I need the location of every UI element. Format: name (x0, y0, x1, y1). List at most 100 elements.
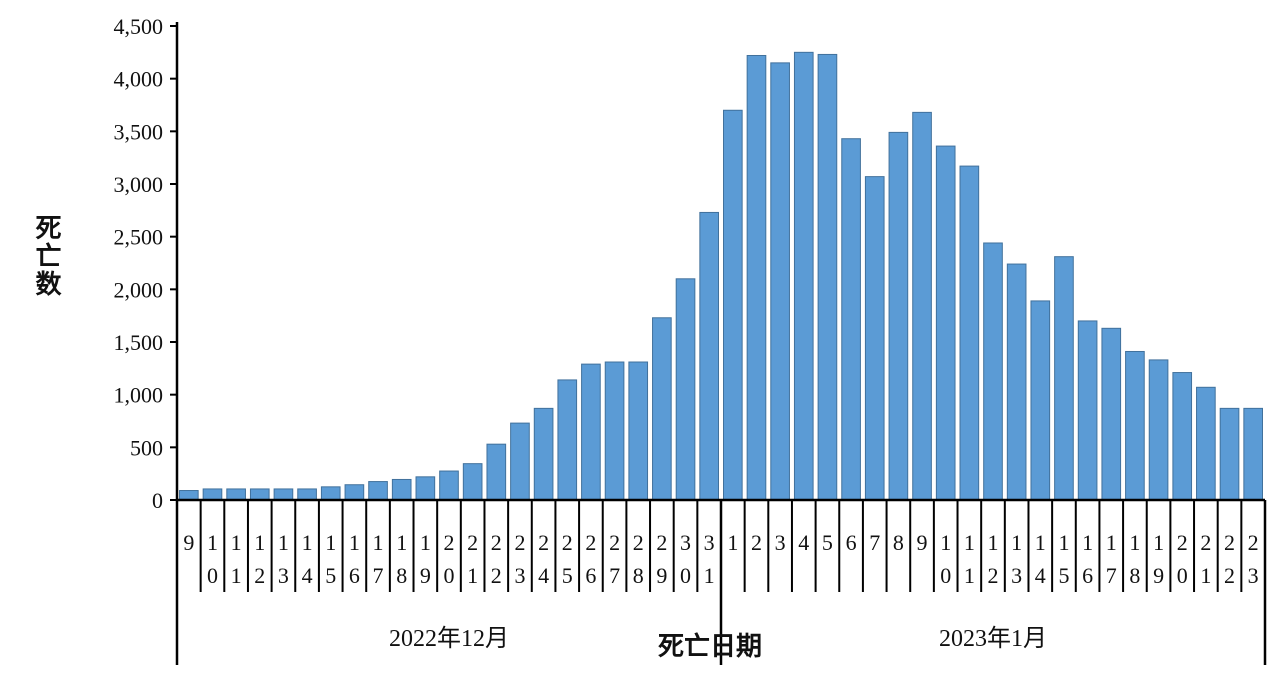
x-tick-label: 6 (846, 530, 857, 555)
bar (415, 476, 436, 501)
x-tick-label: 4 (798, 530, 809, 555)
x-tick-label: 9 (917, 530, 928, 555)
bar (1054, 256, 1074, 501)
bar (628, 361, 649, 501)
bar (1148, 359, 1169, 501)
bar (652, 317, 672, 501)
bar (1101, 327, 1122, 501)
bar (462, 463, 483, 501)
y-tick-label: 500 (130, 435, 163, 460)
x-tick-label: 5 (822, 530, 833, 555)
bar (1030, 300, 1051, 501)
bar (935, 145, 956, 501)
month-group-label: 2022年12月 (389, 625, 509, 652)
y-axis-label: 死亡数 (31, 214, 61, 298)
bar (983, 242, 1003, 501)
bar (888, 131, 909, 501)
y-tick-label: 2,500 (114, 225, 164, 250)
y-tick-label: 2,000 (114, 277, 164, 302)
bar (841, 138, 861, 501)
bar (249, 488, 270, 501)
bar (1196, 386, 1216, 501)
x-axis-label: 死亡日期 (658, 631, 762, 662)
bar (486, 443, 507, 501)
y-tick-label: 4,500 (114, 14, 164, 39)
bar (510, 422, 530, 501)
bar (320, 486, 341, 501)
x-tick-label: 2 (751, 530, 762, 555)
bar (817, 53, 838, 501)
bar (1219, 407, 1240, 501)
bar (1006, 263, 1027, 501)
bar (557, 379, 578, 501)
bar (699, 211, 720, 501)
x-tick-label: 7 (869, 530, 880, 555)
x-tick-label: 1 (727, 530, 738, 555)
bar (226, 488, 246, 501)
y-tick-label: 1,500 (114, 330, 164, 355)
bar (297, 488, 317, 501)
y-tick-label: 3,000 (114, 172, 164, 197)
bar (1077, 320, 1098, 501)
axes: 0 500 1,000 1,500 2,000 2,500 3,000 3,500 4,000 4… (114, 14, 1267, 665)
bar (912, 111, 932, 501)
bar (1243, 407, 1263, 501)
bar (723, 109, 743, 501)
y-tick-label: 1,000 (114, 383, 164, 408)
bar (439, 470, 459, 501)
x-tick-label: 3 (775, 530, 786, 555)
bar (368, 481, 388, 501)
bar (273, 488, 294, 501)
bar (675, 278, 696, 501)
y-tick-label: 3,500 (114, 119, 164, 144)
bars (179, 51, 1263, 501)
x-tick-label: 8 (893, 530, 904, 555)
bar (770, 62, 790, 501)
bar (793, 51, 814, 501)
bar (581, 363, 601, 501)
bar (1125, 350, 1145, 501)
bar (533, 407, 554, 501)
y-tick-label: 0 (152, 488, 163, 513)
bar (604, 361, 625, 501)
bar (391, 478, 412, 501)
bar (202, 488, 223, 501)
bar (179, 490, 199, 501)
y-tick-label: 4,000 (114, 67, 164, 92)
bar (864, 176, 885, 501)
